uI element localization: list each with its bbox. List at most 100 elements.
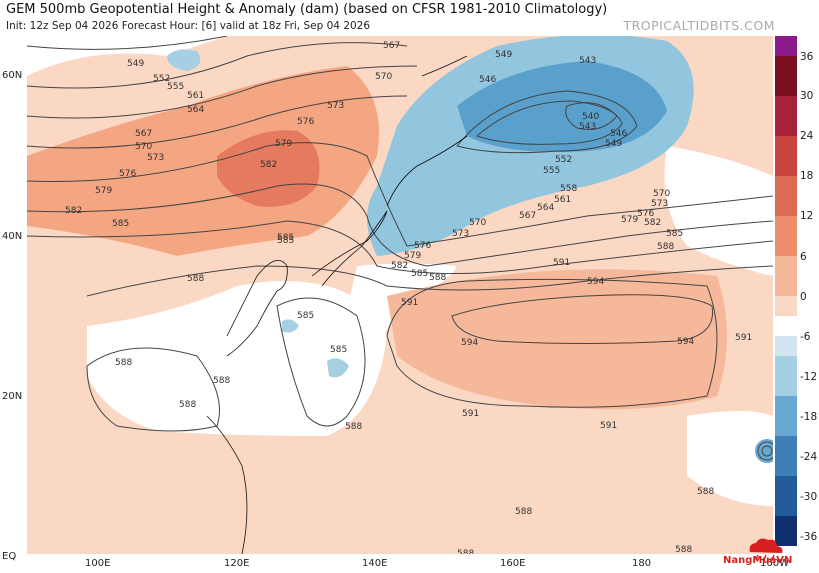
contour-label: 564 xyxy=(537,203,554,213)
contour-line xyxy=(27,95,408,149)
anomaly-map: 549 552 555 561 564 567 570 573 576 579 … xyxy=(27,36,773,554)
contour-label: 588 xyxy=(345,422,362,432)
lon-label-120e: 120E xyxy=(224,558,250,569)
contour-label: 540 xyxy=(582,112,599,122)
coastline xyxy=(386,135,468,207)
colorbar-swatch xyxy=(775,356,797,396)
contour-line xyxy=(451,294,714,344)
contour-label: 552 xyxy=(153,74,170,84)
contour-line xyxy=(86,265,773,297)
coastlines xyxy=(206,55,468,554)
header: GEM 500mb Geopotential Height & Anomaly … xyxy=(0,0,819,36)
contour-label: 543 xyxy=(579,122,596,132)
contour-label: 594 xyxy=(677,337,694,347)
contour-line xyxy=(27,36,228,50)
contour-label: 561 xyxy=(554,195,571,205)
contour-label: 588 xyxy=(675,545,692,554)
contour-label: 558 xyxy=(560,184,577,194)
coastline xyxy=(206,415,248,554)
contour-label: 588 xyxy=(213,376,230,386)
contour-label: 585 xyxy=(112,219,129,229)
contour-label: 582 xyxy=(65,206,82,216)
cloud-icon xyxy=(749,538,783,553)
colorbar-label: -6 xyxy=(800,331,811,343)
contour-label: 570 xyxy=(135,142,152,152)
positive-anomaly-pacific xyxy=(387,269,727,410)
map-area: 549 552 555 561 564 567 570 573 576 579 … xyxy=(27,36,773,554)
coastline xyxy=(311,210,388,287)
contour-label: 546 xyxy=(479,75,496,85)
contour-label: 588 xyxy=(179,400,196,410)
rain-drop xyxy=(755,554,759,561)
contour-line xyxy=(565,102,618,130)
lat-label-eq: EQ xyxy=(2,551,17,562)
colorbar-label: 18 xyxy=(800,170,814,182)
colorbar-label: -30 xyxy=(800,491,818,503)
coastline xyxy=(226,259,288,357)
contour-label: 591 xyxy=(735,333,752,343)
contour-label: 585 xyxy=(411,269,428,279)
negative-anomaly-typhoon-2 xyxy=(327,358,349,378)
lat-label-60n: 60N xyxy=(2,70,23,81)
colorbar-swatch xyxy=(775,296,797,316)
coastline xyxy=(421,55,468,77)
colorbar-swatch xyxy=(775,136,797,176)
contour-label: 579 xyxy=(275,139,292,149)
contour-label: 573 xyxy=(452,229,469,239)
negative-anomaly-small xyxy=(167,49,201,71)
colorbar-label: 0 xyxy=(800,291,807,303)
colorbar xyxy=(775,36,797,546)
colorbar-swatch xyxy=(775,216,797,256)
contour-label: 567 xyxy=(519,211,536,221)
contour-labels: 549 552 555 561 564 567 570 573 576 579 … xyxy=(65,41,752,554)
contour-label: 588 xyxy=(657,242,674,252)
colorbar-label: -24 xyxy=(800,451,818,463)
lat-label-40n: 40N xyxy=(2,231,23,242)
contour-label: 561 xyxy=(187,91,204,101)
colorbar-label: 36 xyxy=(800,51,814,63)
colorbar-label: 6 xyxy=(800,251,807,263)
contour-label: 564 xyxy=(187,105,204,115)
contour-label: 588 xyxy=(457,549,474,554)
contour-label: 591 xyxy=(462,409,479,419)
colorbar-swatch xyxy=(775,96,797,136)
lon-label-160w: 160W xyxy=(760,558,789,569)
contour-label: 585 xyxy=(666,229,683,239)
neutral-zone-se xyxy=(687,411,773,506)
neutral-zone-japan-south xyxy=(327,263,457,406)
lat-label-20n: 20N xyxy=(2,391,23,402)
contour-line xyxy=(761,445,773,457)
contour-label: 567 xyxy=(135,129,152,139)
watermark-logo xyxy=(749,538,783,561)
contour-label: 555 xyxy=(167,82,184,92)
brand-label: TROPICALTIDBITS.COM xyxy=(623,18,775,33)
contour-line xyxy=(276,297,366,427)
colorbar-swatch xyxy=(775,336,797,356)
contour-label: 546 xyxy=(610,129,627,139)
colorbar-swatch xyxy=(775,316,797,336)
neutral-zone-south-china xyxy=(87,281,387,436)
contour-label: 570 xyxy=(653,189,670,199)
contour-label: 582 xyxy=(391,261,408,271)
colorbar-swatch xyxy=(775,36,797,56)
contour-label: 585 xyxy=(277,233,294,243)
contour-label: 579 xyxy=(621,215,638,225)
contour-label: 588 xyxy=(115,358,132,368)
colorbar-label: -36 xyxy=(800,531,818,543)
height-contours xyxy=(27,36,773,461)
colorbar-label: -12 xyxy=(800,371,818,383)
contour-line xyxy=(386,278,718,408)
colorbar-label: 24 xyxy=(800,130,814,142)
negative-anomaly-cyclone xyxy=(755,439,773,463)
contour-label: 585 xyxy=(297,311,314,321)
contour-line xyxy=(27,65,418,119)
map-subtitle: Init: 12z Sep 04 2026 Forecast Hour: [6]… xyxy=(6,20,371,32)
colorbar-swatch xyxy=(775,476,797,516)
contour-label: 588 xyxy=(429,273,446,283)
colorbar-swatch xyxy=(775,516,797,546)
colorbar-swatch xyxy=(775,436,797,476)
contour-label: 555 xyxy=(543,166,560,176)
watermark-text: NangMuaVN xyxy=(723,555,793,566)
rain-drop xyxy=(771,554,775,561)
contour-label: 594 xyxy=(587,277,604,287)
